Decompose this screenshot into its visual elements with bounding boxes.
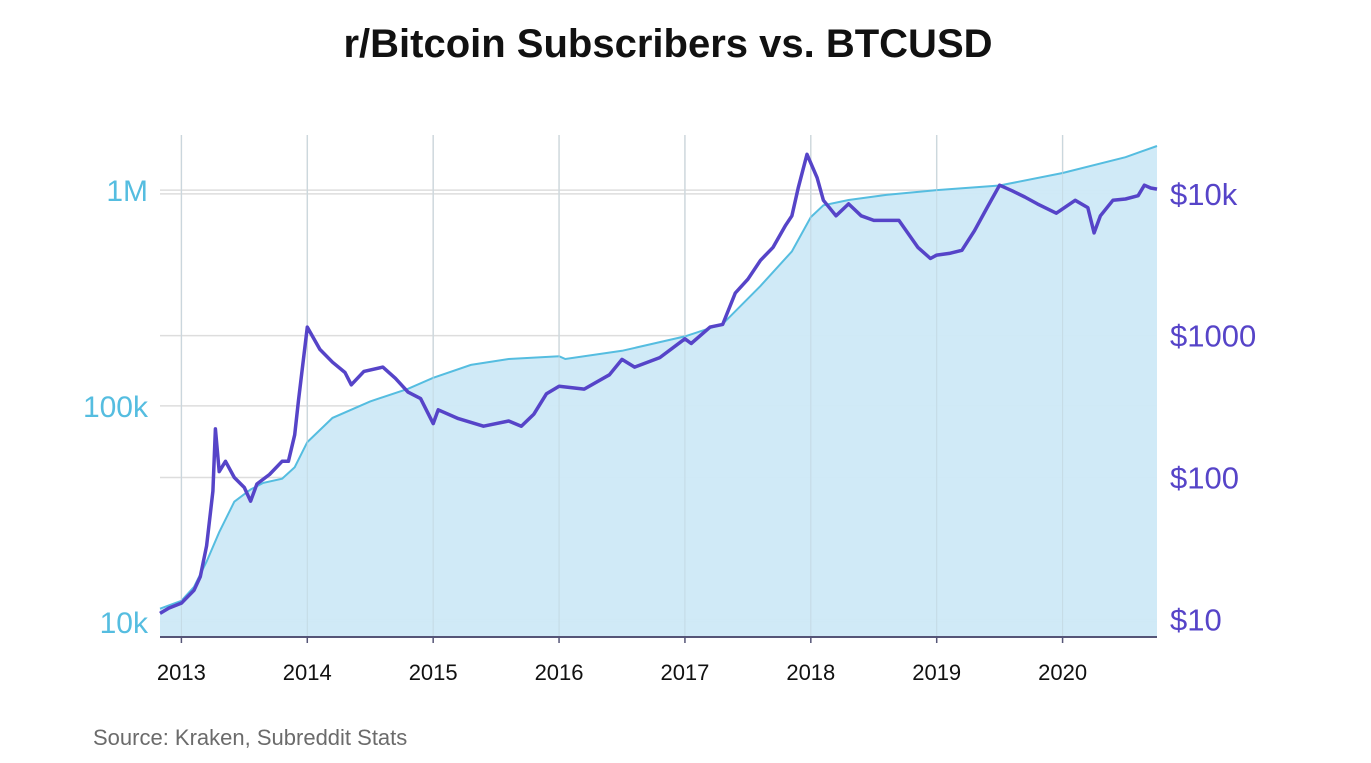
x-tick-label-2019: 2019 (912, 660, 961, 685)
source-note: Source: Kraken, Subreddit Stats (93, 725, 408, 750)
x-tick-label-2020: 2020 (1038, 660, 1087, 685)
x-tick-label-2013: 2013 (157, 660, 206, 685)
subscribers-area (160, 146, 1157, 637)
left-tick-label-1M: 1M (106, 175, 148, 208)
x-tick-label-2014: 2014 (283, 660, 332, 685)
left-tick-label-100k: 100k (83, 391, 149, 424)
right-tick-label-$10: $10 (1170, 602, 1222, 637)
chart-title: r/Bitcoin Subscribers vs. BTCUSD (343, 22, 993, 66)
x-tick-label-2017: 2017 (660, 660, 709, 685)
right-tick-label-$1000: $1000 (1170, 319, 1256, 354)
x-tick-label-2018: 2018 (786, 660, 835, 685)
x-tick-label-2015: 2015 (409, 660, 458, 685)
x-tick-label-2016: 2016 (535, 660, 584, 685)
right-tick-label-$100: $100 (1170, 460, 1239, 495)
subscribers-line (159, 145, 1158, 610)
right-tick-label-$10k: $10k (1170, 177, 1238, 212)
left-tick-label-10k: 10k (100, 607, 149, 640)
btcusd-price-line (159, 152, 1158, 615)
